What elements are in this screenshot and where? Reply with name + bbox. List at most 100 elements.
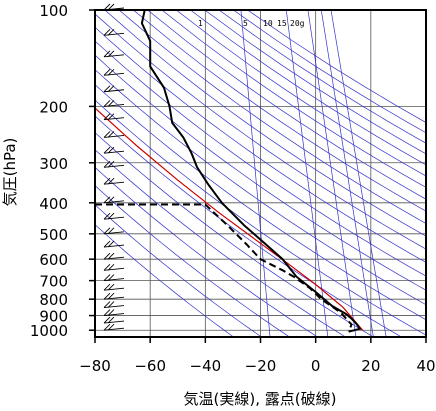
wind-barb-staff <box>103 287 125 291</box>
wind-barb <box>103 263 125 271</box>
wind-barb-flag <box>107 131 115 138</box>
dry-adiabat <box>218 10 426 144</box>
wind-barb <box>103 69 125 76</box>
y-axis-title: 気圧(hPa) <box>1 138 19 207</box>
dry-adiabat <box>95 69 426 306</box>
dry-adiabat <box>175 10 426 177</box>
wind-barbs <box>103 3 125 331</box>
mixing-ratio-line <box>307 10 357 337</box>
wind-barb-flag <box>107 309 115 316</box>
dry-adiabat <box>204 10 426 155</box>
wind-barb-flag <box>107 283 115 291</box>
wind-barb-flag <box>103 309 111 316</box>
wind-barb-flag <box>103 227 111 235</box>
wind-barb-flag <box>107 177 115 185</box>
x-axis-title: 気温(実線), 露点(破線) <box>184 390 337 408</box>
wind-barb-flag <box>107 161 115 168</box>
wind-barb-flag <box>107 146 115 154</box>
wind-barb-flag <box>107 85 115 93</box>
y-tick-label: 500 <box>39 226 68 244</box>
wind-barb <box>103 301 125 309</box>
wind-barb-flag <box>103 283 111 291</box>
wind-barb-flag <box>103 212 111 220</box>
wind-barb-staff <box>103 216 125 220</box>
wind-barb <box>103 113 125 121</box>
wind-barb-flag <box>103 177 111 185</box>
wind-barb-staff <box>103 32 125 36</box>
wind-barb-flag <box>103 301 111 308</box>
wind-barb-staff <box>103 327 125 331</box>
wind-barb-flag <box>107 196 115 204</box>
wind-barb <box>103 29 125 36</box>
wind-barb-flag <box>107 292 115 300</box>
wind-barb-flag <box>103 100 111 107</box>
dry-adiabat <box>104 10 426 237</box>
wind-barb-flag <box>107 29 115 36</box>
wind-barb-flag <box>103 69 111 76</box>
wind-barb <box>103 85 125 93</box>
wind-barb-flag <box>107 227 115 235</box>
wind-barb-staff <box>103 267 125 271</box>
wind-barb-flag <box>103 85 111 93</box>
wind-barb-flag <box>107 301 115 308</box>
wind-barb-flag <box>107 212 115 220</box>
wind-barb-staff <box>103 313 125 317</box>
mixing-ratio-line <box>330 10 387 337</box>
mixing-ratio-label: 10 <box>263 19 273 28</box>
dry-adiabat <box>95 166 318 337</box>
x-tick-label: −60 <box>134 357 166 375</box>
wind-barb-flag <box>103 323 111 331</box>
wind-barb-staff <box>103 72 125 76</box>
wind-barb-flag <box>103 196 111 204</box>
wind-barb-staff <box>103 256 125 260</box>
wind-barb <box>103 196 125 204</box>
wind-barb <box>103 252 125 260</box>
wind-barb-staff <box>103 244 125 248</box>
wind-barb <box>103 212 125 220</box>
wind-barb-flag <box>103 161 111 168</box>
gridlines <box>94 9 427 337</box>
y-tick-label: 600 <box>39 251 68 269</box>
wind-barb-flag <box>107 274 115 281</box>
wind-barb <box>103 177 125 185</box>
dry-adiabat <box>95 185 290 337</box>
dry-adiabat <box>161 10 426 188</box>
dry-adiabat <box>95 204 262 337</box>
dry-adiabat <box>133 10 426 212</box>
dry-adiabat <box>95 115 402 337</box>
wind-barb-flag <box>107 240 115 248</box>
dry-adiabat <box>233 10 426 134</box>
dry-adiabat <box>95 99 426 336</box>
dry-adiabat <box>95 54 426 291</box>
dry-adiabat <box>95 40 426 277</box>
wind-barb-staff <box>103 103 125 107</box>
mixing-ratio-label: 20g <box>290 19 305 28</box>
wind-barb-flag <box>103 240 111 248</box>
dry-adiabat <box>95 224 234 337</box>
wind-barb-staff <box>103 278 125 282</box>
y-tick-label: 400 <box>39 195 68 213</box>
moist-adiabat-line <box>95 107 364 331</box>
x-tick-label: −20 <box>245 357 277 375</box>
wind-barb-flag <box>107 100 115 107</box>
wind-barb <box>103 146 125 154</box>
wind-barb-flag <box>107 316 115 324</box>
wind-barb-staff <box>103 164 125 168</box>
wind-barb <box>103 283 125 291</box>
wind-barb-flag <box>103 131 111 138</box>
dry-adiabat <box>118 10 426 224</box>
wind-barb-staff <box>103 134 125 138</box>
wind-barb-flag <box>103 29 111 36</box>
profile-lines <box>95 10 362 333</box>
wind-barb-flag <box>107 252 115 260</box>
wind-barb-staff <box>103 296 125 300</box>
y-tick-label: 1000 <box>30 322 68 340</box>
dry-adiabat <box>95 13 426 250</box>
x-tick-label: 0 <box>311 357 321 375</box>
reference-lines <box>95 10 426 337</box>
wind-barb <box>103 309 125 317</box>
x-tick-label: 40 <box>416 357 435 375</box>
wind-barb <box>103 274 125 282</box>
